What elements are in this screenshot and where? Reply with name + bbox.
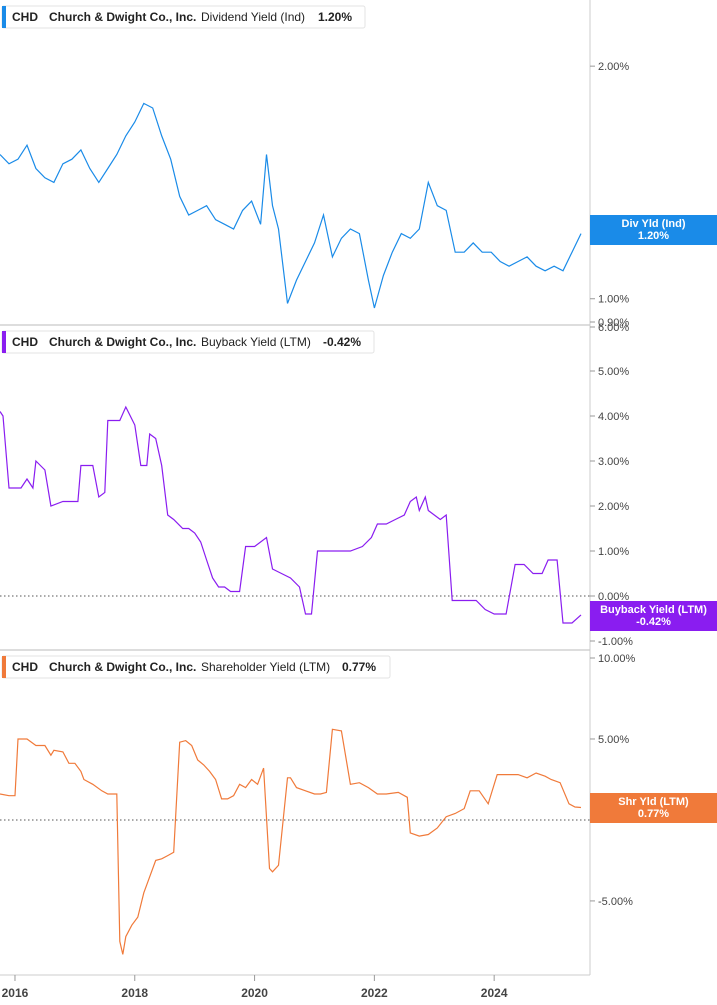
legend-ticker: CHD: [12, 660, 38, 674]
badge-bg: [590, 601, 717, 631]
value-badge: Div Yld (Ind)1.20%: [590, 215, 717, 245]
y-tick-label: -5.00%: [598, 896, 633, 908]
y-tick-label: 1.00%: [598, 546, 629, 558]
x-tick-label: 2020: [241, 986, 268, 1000]
y-tick-label: 6.00%: [598, 322, 629, 334]
legend-company: Church & Dwight Co., Inc.: [49, 335, 196, 349]
legend-company: Church & Dwight Co., Inc.: [49, 10, 196, 24]
x-tick-label: 2016: [2, 986, 29, 1000]
panel-2: 6.00% 5.00% 4.00% 3.00% 2.00% 1.00% 0.00% -1.00…: [0, 322, 717, 648]
y-tick-label: 10.00%: [598, 653, 636, 665]
badge-value: 0.77%: [638, 808, 669, 820]
legend-ticker: CHD: [12, 335, 38, 349]
series-line: [0, 405, 582, 624]
legend: CHD Church & Dwight Co., Inc. Dividend Yie…: [1, 5, 366, 29]
panel-1: 2.00% 1.00% 0.90% CHD Church & Dwight Co., I…: [0, 5, 717, 329]
legend-swatch: [2, 331, 6, 353]
legend-swatch: [2, 6, 6, 28]
legend-value: -0.42%: [323, 335, 361, 349]
badge-bg: [590, 215, 717, 245]
y-tick-label: 4.00%: [598, 411, 629, 423]
series-line: [0, 102, 582, 309]
x-tick-label: 2022: [361, 986, 388, 1000]
legend-metric: Shareholder Yield (LTM): [201, 660, 330, 674]
y-tick-label: 0.00%: [598, 591, 629, 603]
y-tick-label: 2.00%: [598, 501, 629, 513]
badge-value: -0.42%: [636, 616, 671, 628]
legend-company: Church & Dwight Co., Inc.: [49, 660, 196, 674]
badge-label: Shr Yld (LTM): [618, 796, 689, 808]
badge-label: Buyback Yield (LTM): [600, 604, 707, 616]
y-tick-label: 3.00%: [598, 456, 629, 468]
legend: CHD Church & Dwight Co., Inc. Shareholder …: [1, 655, 391, 679]
y-tick-label: 0.90%: [598, 317, 629, 329]
y-tick-label: 1.00%: [598, 294, 629, 306]
y-tick-label: 5.00%: [598, 734, 629, 746]
legend-metric: Buyback Yield (LTM): [201, 335, 311, 349]
value-badge: Shr Yld (LTM)0.77%: [590, 793, 717, 823]
badge-label: Div Yld (Ind): [622, 218, 686, 230]
legend-ticker: CHD: [12, 10, 38, 24]
badge-value: 1.20%: [638, 230, 669, 242]
y-tick-label: 2.00%: [598, 61, 629, 73]
y-tick-label: -1.00%: [598, 636, 633, 648]
legend-value: 0.77%: [342, 660, 376, 674]
legend: CHD Church & Dwight Co., Inc. Buyback Yiel…: [1, 330, 375, 354]
panel-3: 10.00% 5.00% -5.00% CHD Church & Dwight Co.,…: [0, 653, 717, 955]
x-tick-label: 2018: [121, 986, 148, 1000]
value-badge: Buyback Yield (LTM)-0.42%: [590, 601, 717, 631]
y-tick-label: 5.00%: [598, 366, 629, 378]
legend-value: 1.20%: [318, 10, 352, 24]
x-tick-label: 2024: [481, 986, 508, 1000]
badge-bg: [590, 793, 717, 823]
legend-metric: Dividend Yield (Ind): [201, 10, 305, 24]
series-line: [0, 728, 582, 955]
legend-swatch: [2, 656, 6, 678]
